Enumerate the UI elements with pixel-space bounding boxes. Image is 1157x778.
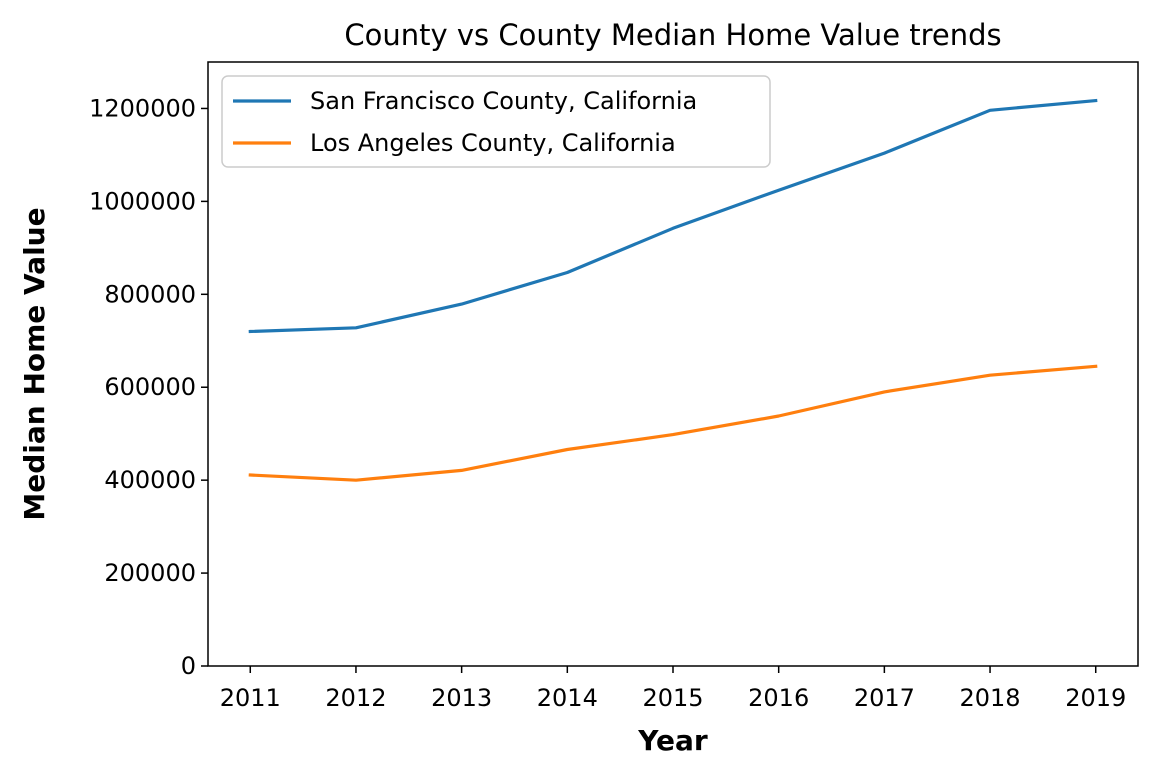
series-line-0 [248, 98, 1098, 334]
x-tick-label: 2012 [325, 684, 386, 712]
y-tick-label: 600000 [104, 373, 196, 401]
x-tick-label: 2015 [642, 684, 703, 712]
x-tick-label: 2019 [1065, 684, 1126, 712]
legend-label: Los Angeles County, California [310, 129, 676, 157]
series-lines [248, 98, 1098, 482]
plot-frame [207, 61, 1139, 667]
x-tick-label: 2016 [748, 684, 809, 712]
y-tick-label: 1000000 [89, 187, 196, 215]
y-tick-label: 1200000 [89, 94, 196, 122]
legend-label: San Francisco County, California [310, 87, 697, 115]
x-tick-label: 2018 [960, 684, 1021, 712]
y-tick-label: 200000 [104, 559, 196, 587]
chart-title: County vs County Median Home Value trend… [344, 18, 1001, 52]
x-tick-label: 2013 [431, 684, 492, 712]
y-tick-label: 800000 [104, 280, 196, 308]
y-axis-ticks: 0 200000 400000 600000 800000 1000000 1200000 [89, 94, 208, 680]
y-axis-label: Median Home Value [18, 207, 51, 520]
y-tick-label: 400000 [104, 466, 196, 494]
x-tick-label: 2017 [854, 684, 915, 712]
legend: San Francisco County, California Los Ange… [221, 75, 771, 168]
x-tick-label: 2014 [537, 684, 598, 712]
x-axis-label: Year [637, 724, 708, 757]
y-tick-label: 0 [181, 652, 196, 680]
legend-box [221, 75, 771, 168]
x-axis-ticks: 2011 2012 2013 2014 2015 2016 2017 2018 2019 [220, 666, 1126, 712]
x-tick-label: 2011 [220, 684, 281, 712]
series-line-1 [248, 364, 1098, 482]
